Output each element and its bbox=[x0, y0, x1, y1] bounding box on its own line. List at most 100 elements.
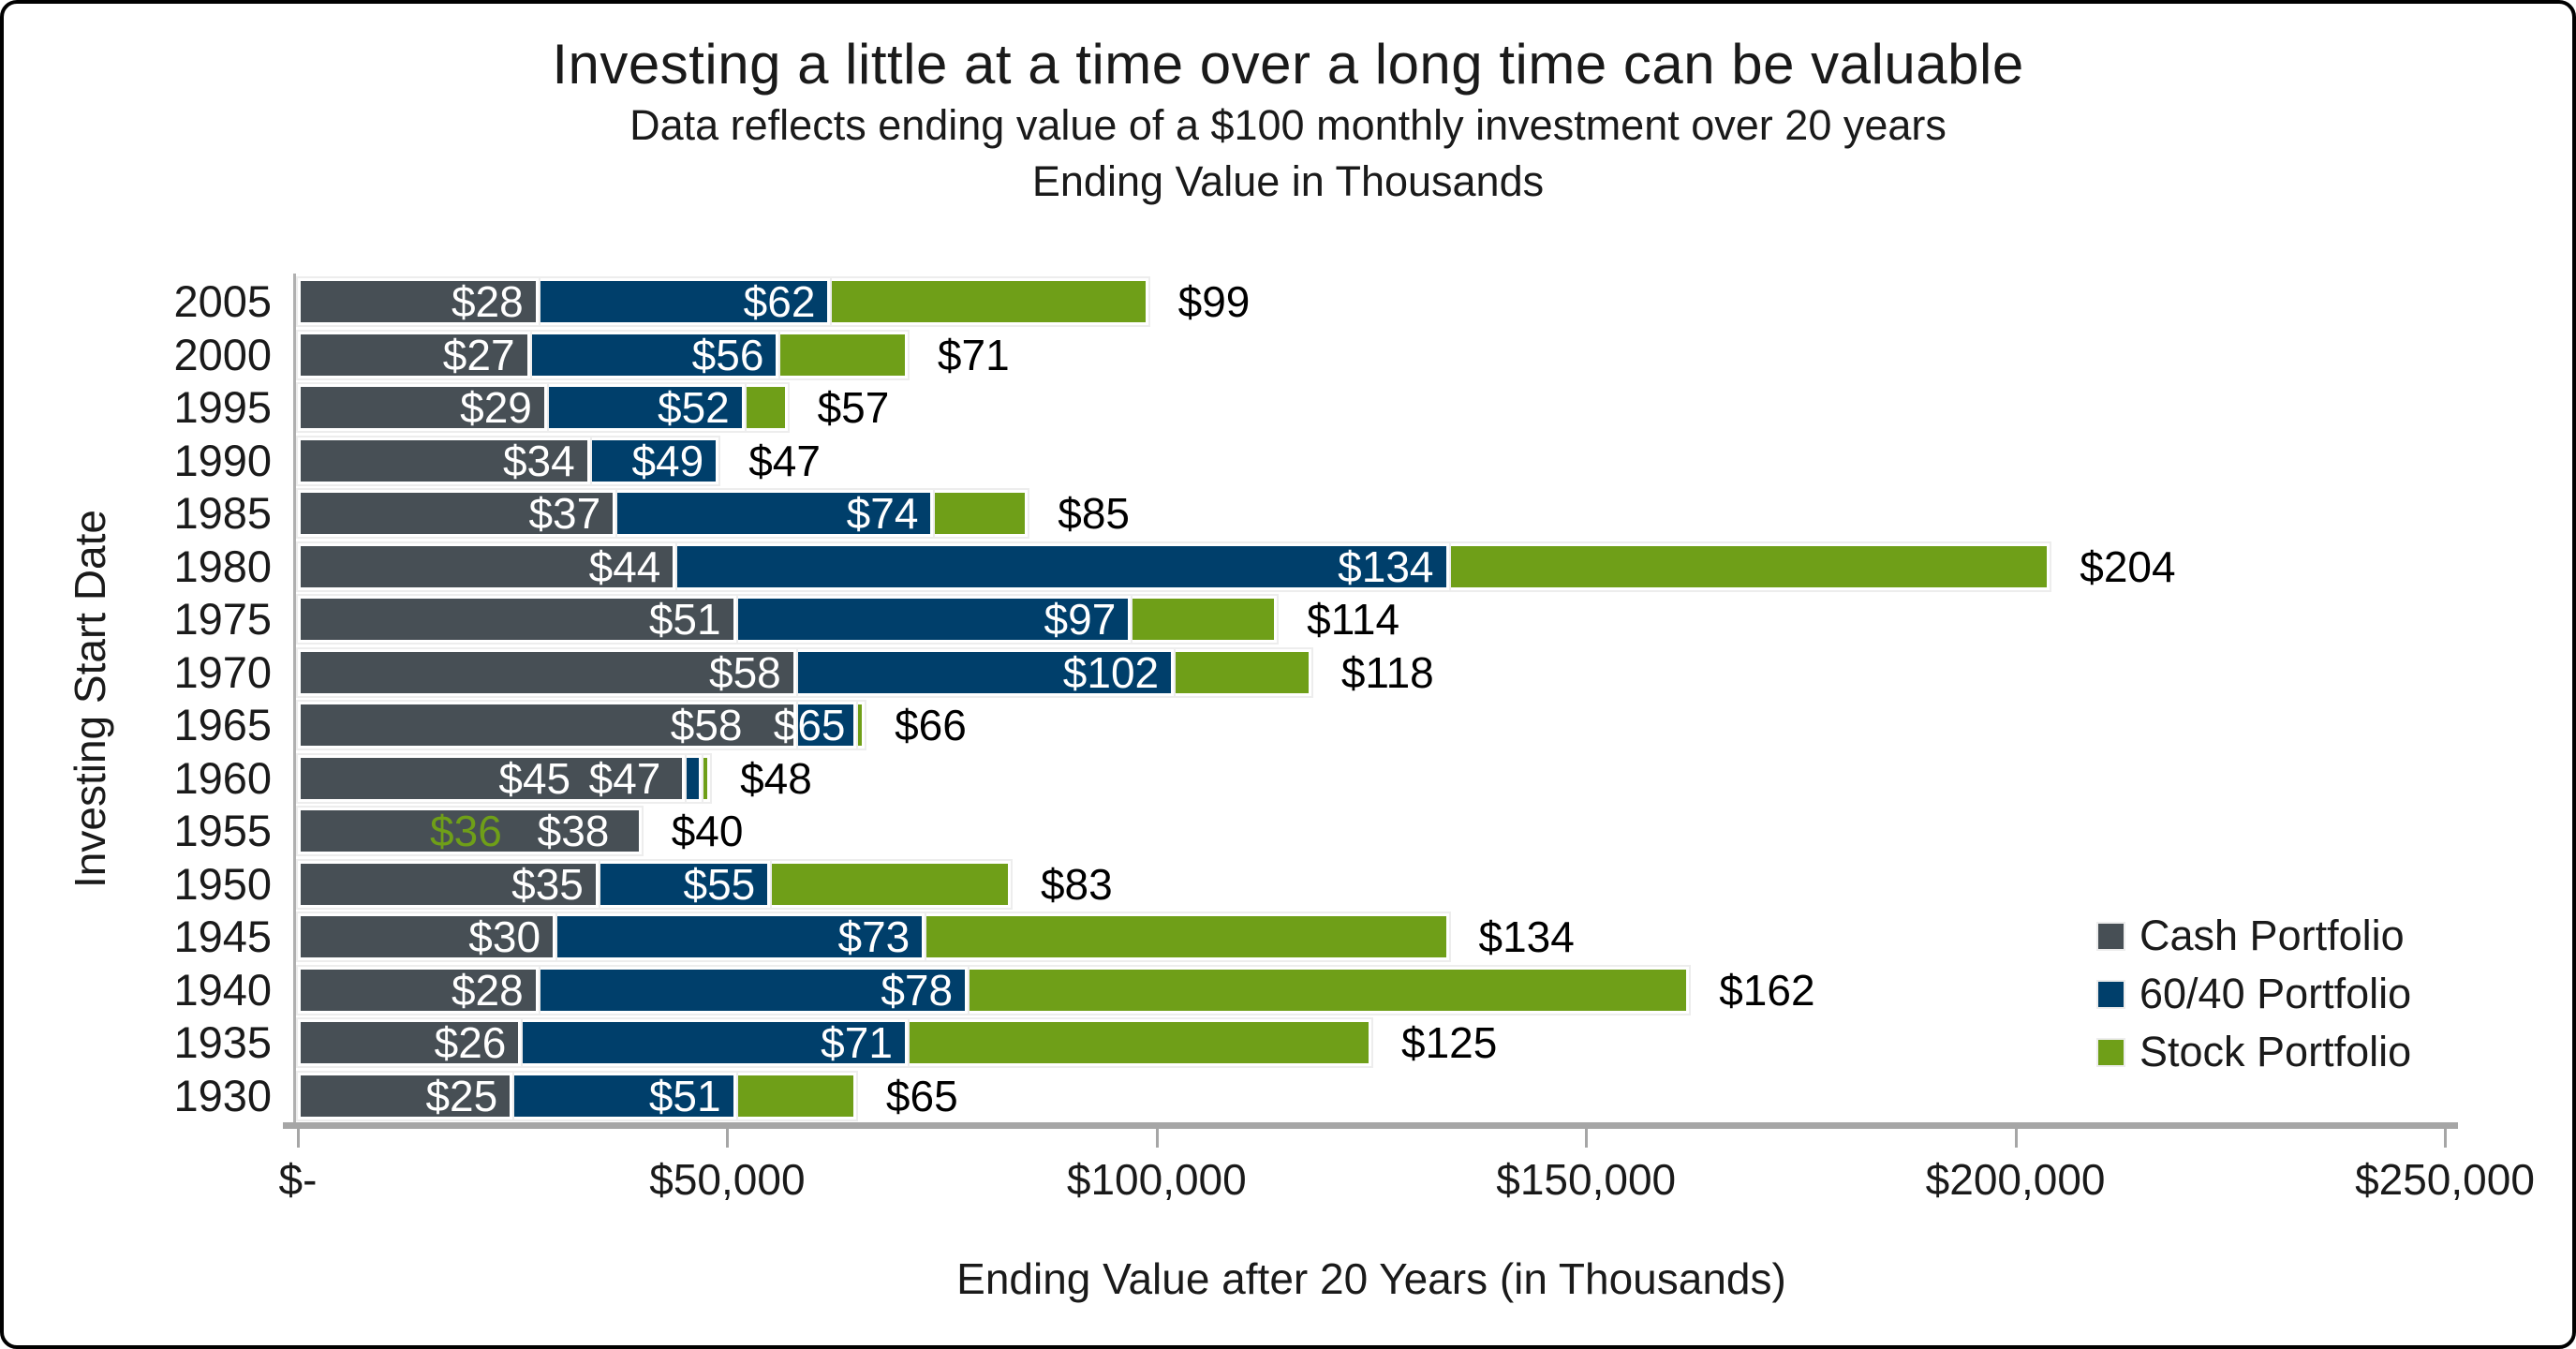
cash-portfolio-bar-1955 bbox=[298, 808, 642, 854]
value-label-1955-36: $36 bbox=[430, 807, 502, 855]
value-label-1930-51: $51 bbox=[648, 1071, 721, 1120]
cash-portfolio-bar-1990 bbox=[298, 437, 590, 484]
x-axis-title: Ending Value after 20 Years (in Thousand… bbox=[956, 1254, 1786, 1303]
value-label-2000-71: $71 bbox=[937, 330, 1010, 379]
cash-portfolio-bar-1935 bbox=[298, 1019, 522, 1066]
y-tick-label-1945: 1945 bbox=[173, 912, 272, 961]
value-label-1940-28: $28 bbox=[451, 965, 524, 1015]
value-label-1930-25: $25 bbox=[425, 1071, 498, 1120]
value-label-1945-73: $73 bbox=[837, 912, 910, 961]
y-tick-label-1940: 1940 bbox=[173, 964, 272, 1015]
y-tick-label-1975: 1975 bbox=[173, 594, 272, 644]
value-label-1945-134: $134 bbox=[1478, 912, 1575, 961]
x-tick-mark-0 bbox=[297, 1122, 300, 1148]
legend-swatch-icon-stock-portfolio bbox=[2098, 1039, 2124, 1065]
value-label-2005-62: $62 bbox=[743, 277, 816, 326]
value-label-1970-118: $118 bbox=[1340, 647, 1434, 697]
value-label-1950-55: $55 bbox=[683, 859, 756, 909]
y-tick-label-1935: 1935 bbox=[173, 1017, 272, 1067]
y-tick-label-1995: 1995 bbox=[173, 382, 272, 432]
chart-subtitle: Data reflects ending value of a $100 mon… bbox=[629, 101, 1947, 149]
cash-portfolio-bar-1940 bbox=[298, 966, 539, 1014]
value-label-1965-66: $66 bbox=[895, 701, 967, 749]
value-label-1990-34: $34 bbox=[502, 436, 575, 485]
y-tick-label-1965: 1965 bbox=[173, 700, 272, 749]
plot-area: 2005 $28 $62 $99 2000 $27 $56 $71 1995 $29 $52 $57 1… bbox=[173, 274, 2445, 1127]
legend-item-60-40-portfolio: 60/40 Portfolio bbox=[2098, 965, 2411, 1023]
value-label-1995-29: $29 bbox=[460, 383, 532, 432]
cash-portfolio-bar-2005 bbox=[298, 278, 539, 325]
y-tick-label-1985: 1985 bbox=[173, 488, 272, 538]
value-label-2005-28: $28 bbox=[451, 277, 524, 326]
value-label-1980-44: $44 bbox=[588, 541, 661, 591]
chart-subtitle-units: Ending Value in Thousands bbox=[1031, 157, 1545, 205]
cash-portfolio-bar-1960 bbox=[298, 754, 685, 802]
value-label-1965-65: $65 bbox=[773, 701, 846, 749]
value-label-1930-65: $65 bbox=[885, 1071, 958, 1120]
x-tick-mark-3 bbox=[1585, 1122, 1589, 1148]
value-label-1985-74: $74 bbox=[846, 489, 919, 538]
cash-portfolio-bar-2000 bbox=[298, 331, 530, 378]
value-label-1935-125: $125 bbox=[1401, 1018, 1498, 1067]
value-label-1965-58: $58 bbox=[670, 701, 743, 749]
value-label-1990-49: $49 bbox=[631, 436, 704, 485]
legend-label-60-40-portfolio: 60/40 Portfolio bbox=[2139, 970, 2412, 1017]
legend-swatch-icon-60-40-portfolio bbox=[2098, 981, 2124, 1007]
cash-portfolio-bar-1980 bbox=[298, 542, 676, 590]
y-tick-label-2005: 2005 bbox=[173, 276, 272, 326]
y-tick-label-1990: 1990 bbox=[173, 435, 272, 485]
value-label-1980-204: $204 bbox=[2080, 541, 2176, 591]
value-label-1985-85: $85 bbox=[1058, 489, 1131, 538]
value-label-1950-83: $83 bbox=[1040, 859, 1113, 909]
chart-title: Investing a little at a time over a long… bbox=[552, 33, 2024, 96]
value-label-1955-40: $40 bbox=[671, 807, 744, 855]
value-label-1985-37: $37 bbox=[528, 489, 601, 538]
value-label-1960-48: $48 bbox=[740, 753, 812, 803]
x-tick-label-3: $150,000 bbox=[1496, 1155, 1677, 1204]
legend-item-cash-portfolio: Cash Portfolio bbox=[2098, 907, 2411, 965]
x-axis-line bbox=[283, 1122, 2458, 1129]
value-label-1975-114: $114 bbox=[1307, 595, 1400, 644]
legend-swatch-icon-cash-portfolio bbox=[2098, 923, 2124, 949]
y-tick-label-2000: 2000 bbox=[173, 329, 272, 379]
cash-portfolio-bar-1975 bbox=[298, 596, 736, 643]
value-label-1995-57: $57 bbox=[817, 383, 890, 432]
value-label-1980-134: $134 bbox=[1338, 541, 1434, 591]
y-tick-label-1980: 1980 bbox=[173, 541, 272, 591]
value-label-1950-35: $35 bbox=[511, 859, 584, 909]
x-tick-mark-5 bbox=[2444, 1122, 2447, 1148]
x-tick-mark-4 bbox=[2014, 1122, 2018, 1148]
x-tick-label-1: $50,000 bbox=[649, 1155, 806, 1204]
value-label-1975-97: $97 bbox=[1044, 595, 1117, 644]
value-label-1975-51: $51 bbox=[648, 595, 721, 644]
y-axis-line bbox=[293, 274, 296, 1127]
legend-label-stock-portfolio: Stock Portfolio bbox=[2139, 1028, 2412, 1075]
y-tick-label-1970: 1970 bbox=[173, 646, 272, 697]
legend-item-stock-portfolio: Stock Portfolio bbox=[2098, 1023, 2411, 1081]
cash-portfolio-bar-1945 bbox=[298, 913, 556, 960]
value-label-1970-102: $102 bbox=[1062, 647, 1160, 697]
legend: Cash Portfolio 60/40 Portfolio Stock Portf… bbox=[2098, 907, 2411, 1081]
y-tick-label-1960: 1960 bbox=[173, 752, 272, 803]
value-label-1990-47: $47 bbox=[748, 436, 821, 485]
x-tick-mark-1 bbox=[726, 1122, 730, 1148]
value-label-1945-30: $30 bbox=[468, 912, 541, 961]
cash-portfolio-bar-1970 bbox=[298, 648, 796, 696]
cash-portfolio-bar-1985 bbox=[298, 490, 616, 537]
value-label-1935-26: $26 bbox=[434, 1018, 507, 1067]
cash-portfolio-bar-1950 bbox=[298, 860, 599, 908]
cash-portfolio-bar-1995 bbox=[298, 384, 547, 431]
x-tick-mark-2 bbox=[1155, 1122, 1159, 1148]
value-label-2000-56: $56 bbox=[691, 330, 764, 379]
x-tick-label-5: $250,000 bbox=[2355, 1155, 2535, 1204]
x-tick-label-2: $100,000 bbox=[1066, 1155, 1247, 1204]
x-tick-label-4: $200,000 bbox=[1925, 1155, 2106, 1204]
y-tick-label-1955: 1955 bbox=[173, 806, 272, 855]
y-tick-label-1930: 1930 bbox=[173, 1070, 272, 1120]
value-label-1940-162: $162 bbox=[1719, 965, 1815, 1015]
value-label-1955-38: $38 bbox=[537, 807, 610, 855]
cash-portfolio-bar-1965 bbox=[298, 702, 796, 749]
cash-portfolio-bar-1930 bbox=[298, 1072, 513, 1119]
value-label-1940-78: $78 bbox=[881, 965, 954, 1015]
